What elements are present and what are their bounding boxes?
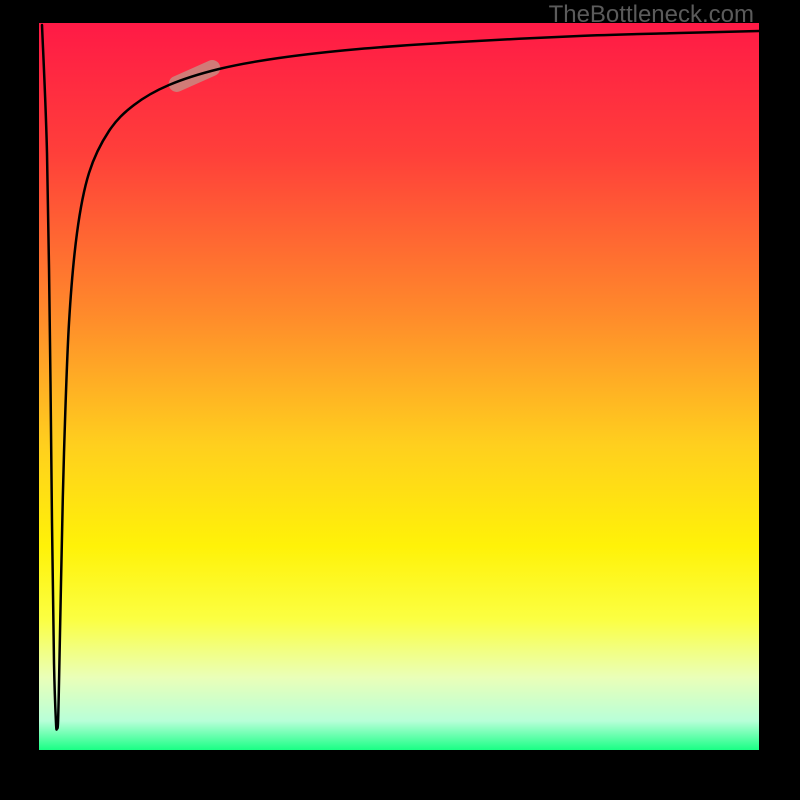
chart-container: TheBottleneck.com [0,0,800,800]
plot-area [39,23,759,750]
curve-svg [39,23,759,750]
curve-highlight-marker [166,58,223,95]
bottleneck-curve [42,25,759,730]
watermark-text: TheBottleneck.com [549,1,754,29]
